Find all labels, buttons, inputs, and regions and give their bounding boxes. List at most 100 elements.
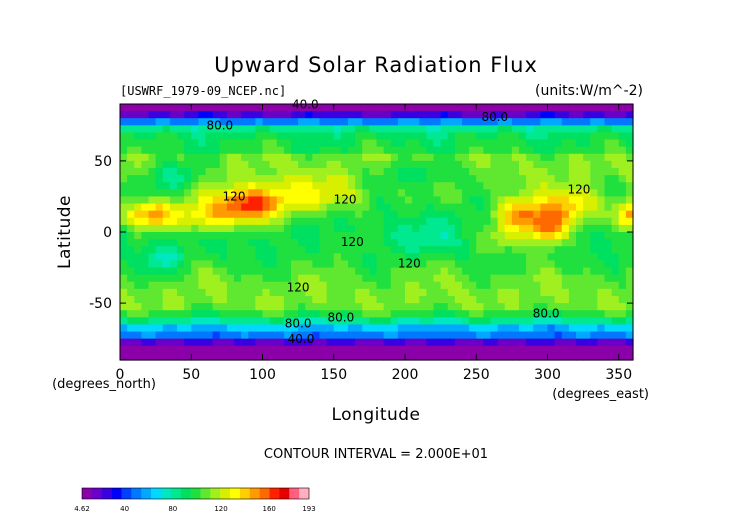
heatmap-cell [262, 196, 271, 205]
heatmap-cell [469, 281, 477, 290]
heatmap-cell [369, 352, 378, 361]
heatmap-cell [490, 182, 499, 190]
heatmap-cell [305, 196, 313, 205]
heatmap-cell [291, 274, 299, 283]
heatmap-cell [141, 160, 150, 169]
heatmap-cell [369, 153, 378, 162]
heatmap-cell [476, 132, 484, 141]
heatmap-cell [476, 118, 484, 126]
heatmap-cell [483, 139, 492, 148]
heatmap-cell [340, 189, 349, 198]
heatmap-cell [319, 239, 328, 247]
colorbar-swatch [230, 488, 241, 499]
heatmap-cell [447, 331, 456, 340]
heatmap-cell [305, 246, 313, 254]
heatmap-cell [405, 146, 413, 155]
heatmap-cell [276, 146, 285, 155]
heatmap-cell [447, 324, 456, 333]
heatmap-cell [419, 239, 427, 247]
heatmap-cell [255, 203, 264, 212]
heatmap-cell [369, 217, 378, 226]
heatmap-cell [355, 175, 363, 183]
heatmap-cell [234, 288, 242, 297]
heatmap-cell [369, 189, 378, 198]
heatmap-cell [177, 217, 185, 226]
heatmap-cell [333, 146, 342, 155]
colorbar-swatch [190, 488, 201, 499]
heatmap-cell [340, 296, 349, 304]
heatmap-cell [526, 153, 534, 162]
heatmap-cell [625, 111, 634, 119]
heatmap-cell [376, 338, 385, 347]
heatmap-cell [283, 324, 292, 333]
heatmap-cell [291, 139, 299, 148]
heatmap-cell [568, 132, 577, 141]
heatmap-cell [191, 189, 199, 198]
heatmap-cell [390, 253, 399, 262]
heatmap-cell [291, 246, 299, 254]
heatmap-cell [611, 196, 620, 205]
heatmap-cell [476, 317, 484, 326]
heatmap-cell [490, 267, 499, 276]
heatmap-cell [134, 118, 142, 126]
heatmap-cell [504, 139, 513, 148]
heatmap-cell [205, 324, 214, 333]
heatmap-cell [533, 189, 541, 198]
heatmap-cell [283, 132, 292, 141]
heatmap-cell [255, 210, 264, 219]
heatmap-cell [383, 246, 392, 254]
heatmap-cell [226, 345, 235, 354]
heatmap-cell [276, 125, 285, 134]
heatmap-cell [241, 239, 249, 247]
heatmap-cell [255, 118, 264, 126]
heatmap-cell [205, 203, 214, 212]
heatmap-cell [576, 196, 584, 205]
heatmap-cell [184, 303, 192, 311]
heatmap-cell [390, 168, 399, 176]
heatmap-cell [127, 296, 135, 304]
heatmap-cell [319, 217, 328, 226]
heatmap-cell [618, 168, 627, 176]
heatmap-cell [476, 168, 484, 176]
heatmap-cell [590, 274, 598, 283]
heatmap-cell [454, 217, 463, 226]
heatmap-cell [148, 253, 157, 262]
heatmap-cell [611, 160, 620, 169]
heatmap-cell [212, 210, 221, 219]
heatmap-cell [618, 217, 627, 226]
heatmap-cell [554, 125, 563, 134]
heatmap-cell [369, 331, 378, 340]
heatmap-cell [283, 210, 292, 219]
heatmap-cell [490, 232, 499, 240]
heatmap-cell [405, 310, 413, 318]
heatmap-cell [504, 317, 513, 326]
heatmap-cell [447, 253, 456, 262]
heatmap-cell [148, 104, 157, 112]
heatmap-cell [376, 217, 385, 226]
heatmap-cell [205, 267, 214, 276]
heatmap-cell [191, 253, 199, 262]
heatmap-cell [120, 168, 128, 176]
heatmap-cell [362, 317, 370, 326]
heatmap-cell [590, 217, 598, 226]
heatmap-cell [483, 118, 492, 126]
heatmap-cell [333, 111, 342, 119]
heatmap-cell [590, 104, 598, 112]
heatmap-cell [155, 288, 164, 297]
heatmap-cell [419, 118, 427, 126]
heatmap-cell [241, 267, 249, 276]
heatmap-cell [333, 267, 342, 276]
heatmap-cell [419, 253, 427, 262]
heatmap-cell [376, 274, 385, 283]
heatmap-cell [412, 232, 420, 240]
heatmap-cell [276, 260, 285, 269]
heatmap-cell [162, 281, 171, 290]
heatmap-cell [312, 274, 321, 283]
heatmap-cell [198, 125, 207, 134]
heatmap-cell [533, 260, 541, 269]
heatmap-cell [462, 267, 470, 276]
heatmap-cell [533, 132, 541, 141]
heatmap-cell [127, 168, 135, 176]
heatmap-cell [362, 189, 370, 198]
